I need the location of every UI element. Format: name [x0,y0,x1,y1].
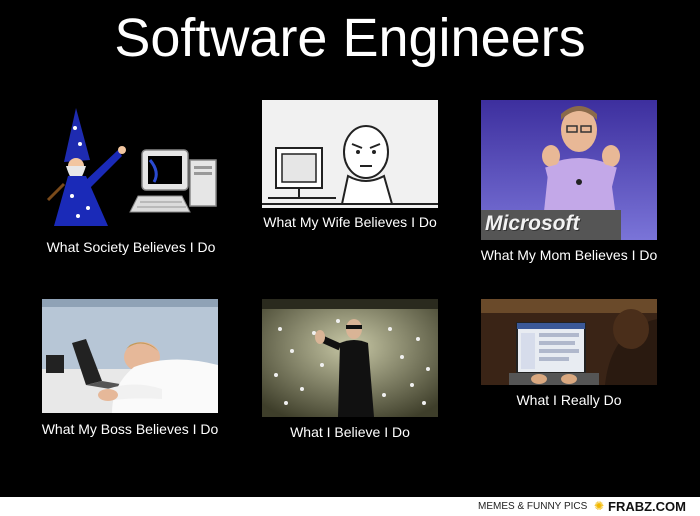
caption-boss: What My Boss Believes I Do [41,421,219,437]
footer-site-name[interactable]: FRABZ.COM [608,499,686,514]
panel-browsing-image [481,299,657,385]
panel-rage-comic-image [262,100,438,208]
caption-self: What I Believe I Do [290,424,410,440]
caption-mom: What My Mom Believes I Do [480,247,658,263]
footer-watermark: MEMES & FUNNY PICS ✺ FRABZ.COM [0,497,700,516]
meme-title: Software Engineers [114,8,586,68]
footer-tagline: MEMES & FUNNY PICS [478,501,588,512]
sun-star-icon: ✺ [594,499,605,513]
stage-sign-microsoft: Microsoft [485,212,580,235]
panel-wizard-image [42,100,220,230]
panel-sleeping-image [42,299,218,413]
panel-presenter-image: Microsoft [481,100,657,240]
caption-wife: What My Wife Believes I Do [263,214,437,230]
caption-reality: What I Really Do [516,392,622,408]
panel-bullets-image [262,299,438,417]
caption-society: What Society Believes I Do [46,239,216,255]
